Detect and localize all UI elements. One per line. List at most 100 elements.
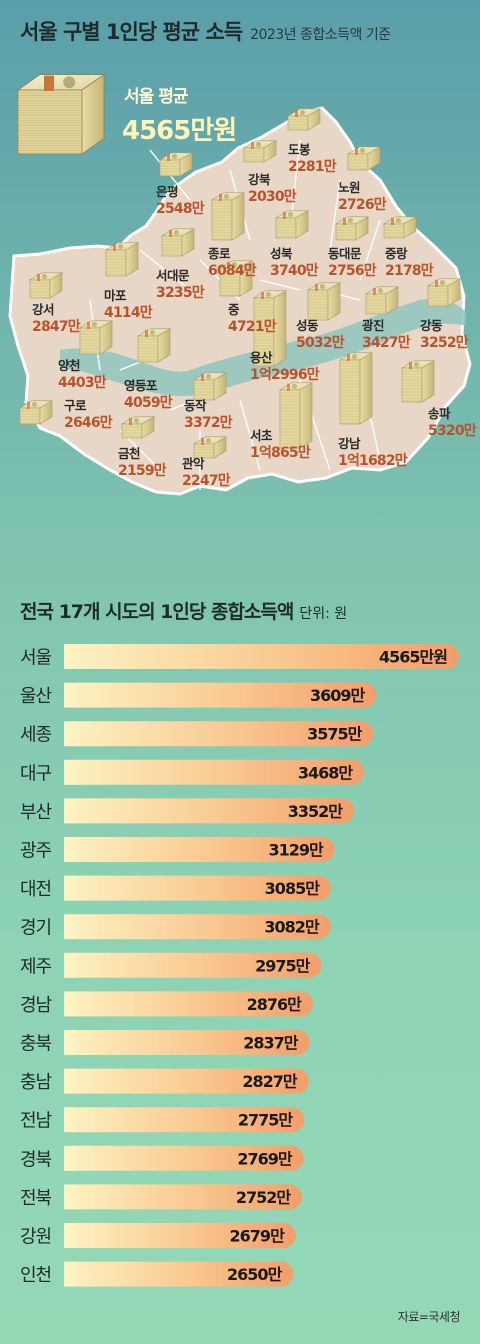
district-name: 도봉 <box>288 142 311 157</box>
district-value: 1억2996만 <box>250 367 320 383</box>
district-value: 3372만 <box>184 415 233 431</box>
district-value: 5032만 <box>296 335 345 351</box>
money-stack-icon <box>274 210 310 239</box>
bar-row: 경남 2876만 <box>20 991 313 1017</box>
bar <box>64 1068 309 1094</box>
money-stack-icon <box>18 400 54 425</box>
money-stack-icon <box>192 436 228 459</box>
district-name: 강남 <box>338 436 361 451</box>
district-value: 3740만 <box>270 263 319 279</box>
bar-category-label: 울산 <box>20 686 52 707</box>
bar-value-label: 3352만 <box>288 802 344 821</box>
bar-row: 충북 2837만 <box>20 1030 310 1055</box>
district-value: 3252만 <box>420 335 469 351</box>
bar-category-label: 인천 <box>20 1265 51 1286</box>
district-value: 6084만 <box>208 263 257 279</box>
bar-category-label: 전북 <box>20 1188 52 1209</box>
bar-value-label: 3575만 <box>307 725 363 744</box>
district-name: 금천 <box>118 446 140 461</box>
district-value: 2281만 <box>288 159 337 175</box>
seoul-average-money-stack <box>16 73 106 155</box>
bar-row: 울산 3609만 <box>20 682 377 708</box>
bar <box>64 1145 304 1171</box>
district-value: 3235만 <box>156 285 205 301</box>
page-title: 서울 구별 1인당 평균 소득 <box>20 20 243 44</box>
bar-category-label: 제주 <box>20 956 52 977</box>
bar-category-label: 부산 <box>20 802 52 823</box>
bar-value-label: 2679만 <box>230 1227 286 1246</box>
bar <box>64 991 313 1017</box>
bar <box>64 1223 296 1248</box>
district-name: 동작 <box>184 398 207 413</box>
bar <box>64 837 335 862</box>
bar-category-label: 세종 <box>20 725 52 746</box>
bar-value-label: 2769만 <box>237 1149 293 1168</box>
bar-value-label: 2837만 <box>243 1034 299 1053</box>
bar-value-label: 3468만 <box>298 763 354 782</box>
bar-chart-unit: 단위: 원 <box>299 606 348 622</box>
district-name: 성동 <box>296 318 319 333</box>
money-stack-icon <box>28 272 64 299</box>
bar-row: 광주 3129만 <box>20 837 335 862</box>
money-stack-icon <box>382 216 418 239</box>
bar <box>64 1184 303 1210</box>
bar-category-label: 경북 <box>20 1149 52 1170</box>
district-value: 4059만 <box>124 395 173 411</box>
bar <box>64 952 322 978</box>
seoul-average-value: 4565만원 <box>122 116 237 146</box>
district-name: 양천 <box>58 358 80 373</box>
district-name: 관악 <box>182 456 205 471</box>
district-name: 영등포 <box>124 378 158 393</box>
district-name: 서초 <box>250 428 273 443</box>
district-name: 강동 <box>420 318 443 333</box>
district-value: 2847만 <box>32 319 81 335</box>
district-value: 1억865만 <box>250 445 311 461</box>
bar-row: 경북 2769만 <box>20 1145 304 1171</box>
district-name: 노원 <box>338 180 360 195</box>
money-stack-icon <box>160 228 196 257</box>
money-stack-icon <box>426 278 462 307</box>
bar <box>64 914 331 940</box>
district-name: 강북 <box>248 172 271 187</box>
district-value: 2646만 <box>64 415 113 431</box>
bar-row: 인천 2650만 <box>20 1261 294 1287</box>
bar <box>64 759 365 785</box>
money-stack-icons <box>16 73 462 459</box>
bar-category-label: 서울 <box>20 648 52 669</box>
money-stack-icon <box>210 192 246 241</box>
district-value: 2726만 <box>338 197 387 213</box>
bar-chart-title: 전국 17개 시도의 1인당 종합소득액 <box>20 601 294 623</box>
money-stack-icon <box>364 286 400 315</box>
bar-value-label: 2775만 <box>238 1111 294 1130</box>
district-name: 송파 <box>428 406 451 421</box>
money-stack-icon <box>136 328 172 363</box>
district-value: 2548만 <box>156 201 205 217</box>
district-name: 강서 <box>32 302 54 317</box>
district-value: 4721만 <box>228 319 277 335</box>
district-name: 광진 <box>362 318 384 333</box>
bar-row: 경기 3082만 <box>20 914 331 940</box>
bar <box>64 1107 305 1133</box>
bar-value-label: 2827만 <box>242 1072 298 1091</box>
money-stack-icon <box>346 146 382 171</box>
bar-row: 전북 2752만 <box>20 1184 303 1210</box>
district-value: 2247만 <box>182 473 231 489</box>
district-name: 종로 <box>208 246 231 261</box>
bar-row: 서울 4565만원 <box>20 644 459 669</box>
district-value: 5320만 <box>428 423 477 439</box>
bar-category-label: 대전 <box>20 879 51 900</box>
bar-row: 제주 2975만 <box>20 952 322 978</box>
bar-value-label: 3085만 <box>265 879 321 898</box>
money-stack-icon <box>252 290 288 367</box>
header: 서울 구별 1인당 평균 소득 2023년 종합소득액 기준 <box>20 16 391 46</box>
seoul-map-shape <box>8 106 472 496</box>
district-name: 중 <box>228 302 240 317</box>
bar-value-label: 2876만 <box>247 995 303 1014</box>
bar-category-label: 경남 <box>20 995 52 1016</box>
bar-value-label: 2975만 <box>255 956 311 975</box>
district-value: 1억1682만 <box>338 453 408 469</box>
bar-row: 전남 2775만 <box>20 1107 305 1133</box>
